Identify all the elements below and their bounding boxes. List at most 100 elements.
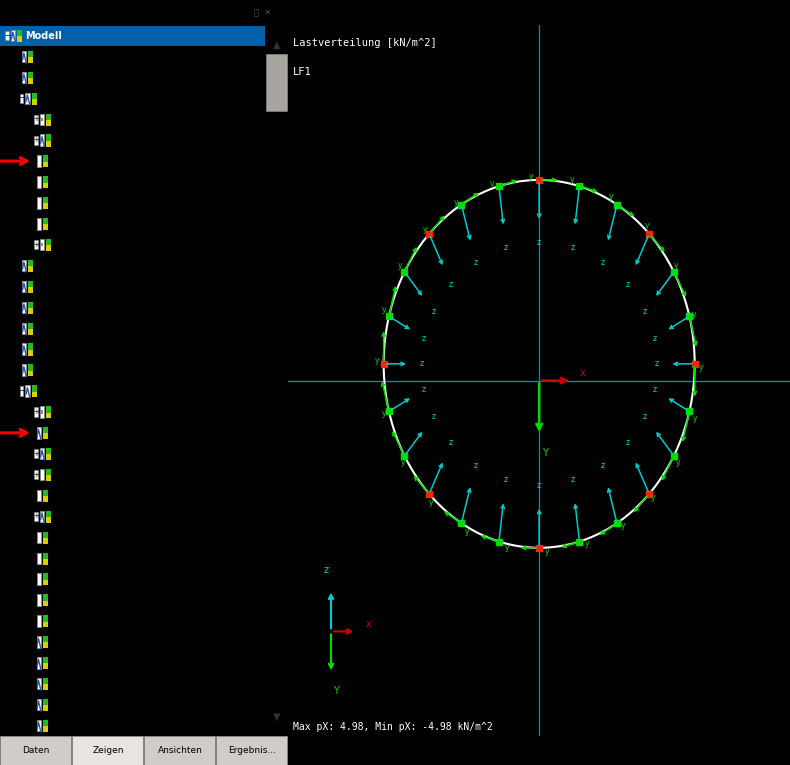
Text: z: z [626,438,630,448]
FancyBboxPatch shape [36,218,41,230]
Text: y: y [698,363,703,372]
FancyBboxPatch shape [40,469,44,480]
Text: z: z [642,412,647,421]
Text: y: y [585,539,589,549]
Text: Daten: Daten [22,746,50,755]
FancyBboxPatch shape [22,323,26,334]
Text: Volumenkörper: Volumenkörper [36,261,110,271]
FancyBboxPatch shape [36,615,41,627]
Bar [43,574,47,580]
Text: Ergebnis...: Ergebnis... [228,746,276,755]
Text: y: y [675,457,680,467]
Text: Zugseite der Stäbe: Zugseite der Stäbe [51,553,145,563]
Bar [43,636,47,643]
Bar [47,475,51,481]
FancyBboxPatch shape [36,636,41,648]
Bar [265,54,287,110]
FancyBboxPatch shape [25,386,30,397]
Text: y: y [453,198,458,207]
Bar [43,705,47,711]
Bar [43,532,47,538]
Bar [43,176,47,183]
Text: z: z [504,475,508,484]
Bar [43,678,47,684]
FancyBboxPatch shape [22,260,26,272]
Text: Lastverteilung [kN/m^2]: Lastverteilung [kN/m^2] [293,37,437,47]
Text: Federstäbe: Federstäbe [51,721,105,731]
Text: Querschnitte der Ergebnisstäbe: Querschnitte der Ergebnisstäbe [51,658,206,668]
Text: Zeigen: Zeigen [92,746,124,755]
Text: y: y [382,305,386,314]
Bar [28,72,33,78]
Bar [47,113,51,120]
Bar [47,239,51,246]
Text: +: + [33,242,39,248]
Text: z: z [419,360,423,369]
Text: ▼: ▼ [128,743,137,753]
Bar [35,470,38,480]
Bar [43,155,47,161]
Bar [43,490,47,496]
Bar [43,699,47,705]
Text: y: y [529,171,533,181]
Bar [17,36,22,42]
Bar [20,386,24,396]
FancyBboxPatch shape [40,511,44,522]
Bar [28,57,33,63]
Text: Flächenlager: Flächenlager [36,365,100,375]
Text: Linienlager: Linienlager [36,344,91,354]
FancyBboxPatch shape [25,93,30,104]
Text: −: − [4,33,10,39]
Text: y: y [465,527,469,536]
Text: y: y [375,356,380,365]
Text: y: y [382,409,386,418]
Text: Öffnungen: Öffnungen [36,301,88,314]
Text: z: z [431,307,436,316]
Bar [47,511,51,517]
Text: y: y [692,310,697,318]
Text: z: z [504,243,508,252]
Bar [41,118,43,121]
FancyBboxPatch shape [11,30,15,41]
Text: Max pX: 4.98, Min pX: -4.98 kN/m^2: Max pX: 4.98, Min pX: -4.98 kN/m^2 [293,721,493,732]
Bar [43,726,47,732]
Bar [43,197,47,203]
Bar [28,371,33,376]
Bar [28,266,33,272]
Text: Stab-Achsensysteme x,y,z: Stab-Achsensysteme x,y,z [55,449,182,459]
Text: y: y [674,261,678,270]
Text: +: + [33,513,39,519]
Text: y: y [620,521,625,530]
Bar [35,240,38,249]
Text: Materialbezeichnungen: Materialbezeichnungen [51,532,165,542]
Text: Farbskala der Dicken im Panel: Farbskala der Dicken im Panel [51,219,198,229]
FancyBboxPatch shape [40,113,44,125]
Text: LF1: LF1 [293,67,312,77]
Bar [43,427,47,434]
Text: Modell: Modell [25,31,62,41]
Bar [43,657,47,663]
Text: Ansichten: Ansichten [158,746,203,755]
FancyBboxPatch shape [22,301,26,313]
Bar [28,364,33,371]
Bar [20,93,24,103]
FancyBboxPatch shape [22,343,26,355]
Bar [43,663,47,669]
FancyBboxPatch shape [22,364,26,376]
Bar [28,50,33,57]
FancyBboxPatch shape [22,50,26,62]
Text: Stab-Achsensysteme x,u,v: Stab-Achsensysteme x,u,v [55,470,184,480]
Text: y: y [545,547,550,556]
Bar [72,736,143,765]
Text: Knotenlager: Knotenlager [36,324,96,334]
Text: +: + [33,409,39,415]
Bar [47,454,51,460]
Text: y: y [504,543,509,552]
Bar [144,736,215,765]
Text: z: z [431,412,436,421]
Bar [47,246,51,251]
Text: y: y [609,192,614,201]
Bar [43,224,47,230]
FancyBboxPatch shape [40,448,44,460]
Bar [47,469,51,475]
